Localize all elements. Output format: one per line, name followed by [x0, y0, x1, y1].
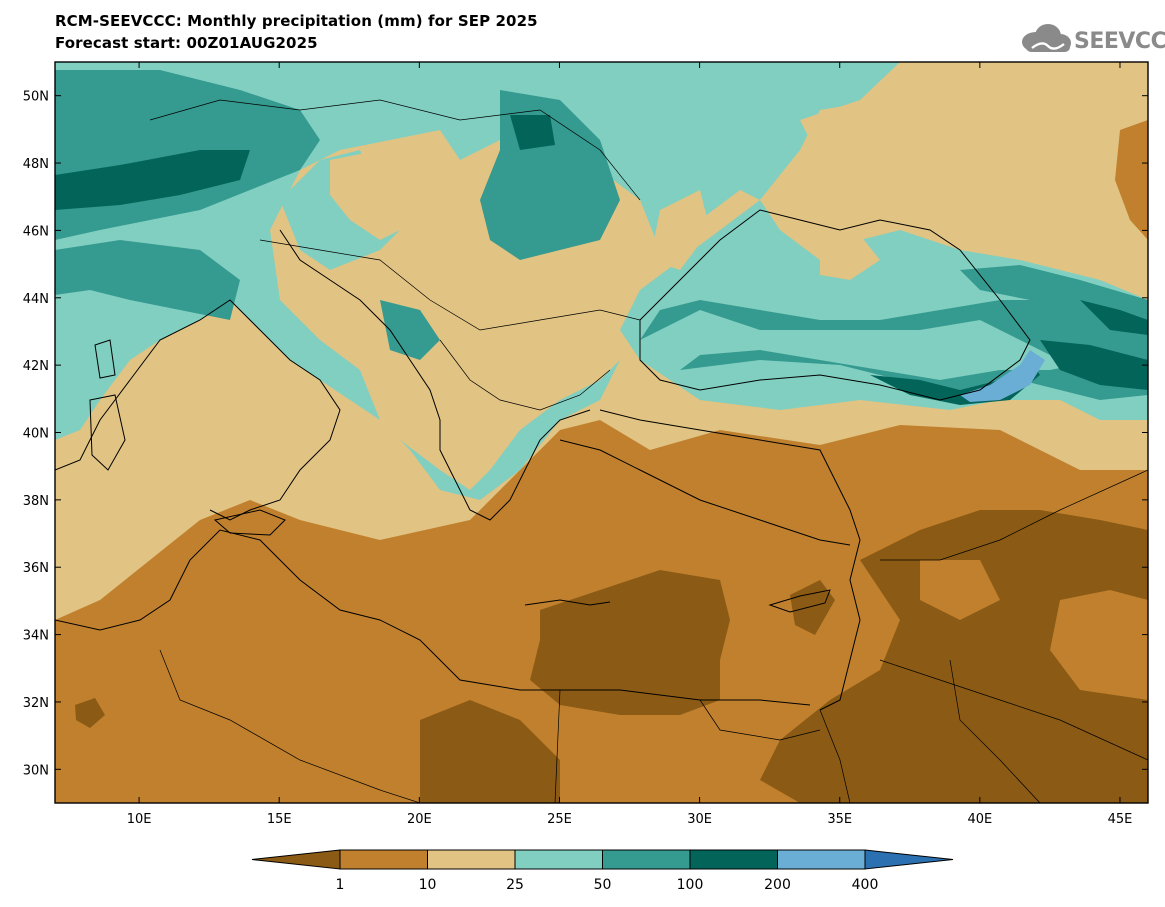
- map-title: RCM-SEEVCCC: Monthly precipitation (mm) …: [55, 12, 538, 30]
- colorbar-swatch: [777, 849, 866, 870]
- lat-tick-label: 32N: [23, 696, 49, 711]
- lon-tick-label: 45E: [1108, 812, 1133, 827]
- colorbar-under-arrow: [251, 849, 341, 870]
- lon-tick-label: 40E: [967, 812, 992, 827]
- colorbar-swatch: [427, 849, 516, 870]
- logo-text: SEEVCCC: [1074, 29, 1165, 54]
- lon-tick-label: 35E: [827, 812, 852, 827]
- colorbar-swatch: [339, 849, 428, 870]
- lat-tick-label: 34N: [23, 629, 49, 644]
- longitude-axis: 10E 15E 20E 25E 30E 35E 40E 45E: [127, 62, 1133, 827]
- colorbar-label: 50: [594, 877, 612, 893]
- forecast-start-label: Forecast start: 00Z01AUG2025: [55, 34, 318, 52]
- colorbar-label: 25: [506, 877, 524, 893]
- colorbar-label: 10: [419, 877, 437, 893]
- colorbar-over-arrow: [864, 849, 954, 870]
- colorbar-label: 100: [677, 877, 704, 893]
- lat-tick-label: 50N: [23, 90, 49, 105]
- lon-tick-label: 20E: [407, 812, 432, 827]
- lon-tick-label: 10E: [127, 812, 152, 827]
- colorbar-label: 1: [336, 877, 345, 893]
- colorbar-label: 400: [852, 877, 879, 893]
- lat-tick-label: 46N: [23, 224, 49, 239]
- latitude-axis: 50N 48N 46N 44N 42N 40N 38N 36N 34N 32N 30N: [23, 90, 1148, 778]
- lat-tick-label: 48N: [23, 157, 49, 172]
- lat-tick-label: 44N: [23, 292, 49, 307]
- lon-tick-label: 25E: [547, 812, 572, 827]
- precipitation-field: [55, 62, 1148, 803]
- colorbar: 1 10 25 50 100 200 400: [251, 849, 954, 893]
- lat-tick-label: 36N: [23, 561, 49, 576]
- colorbar-label: 200: [764, 877, 791, 893]
- country-borders: [149, 99, 1148, 803]
- colorbar-swatch: [602, 849, 691, 870]
- lat-tick-label: 38N: [23, 494, 49, 509]
- lat-tick-label: 40N: [23, 427, 49, 442]
- colorbar-swatch: [514, 849, 603, 870]
- coastlines: [55, 209, 1031, 711]
- lon-tick-label: 30E: [687, 812, 712, 827]
- cloud-icon: [1022, 24, 1071, 52]
- lat-tick-label: 42N: [23, 359, 49, 374]
- colorbar-swatch: [689, 849, 778, 870]
- seevccc-logo: SEEVCCC: [1018, 22, 1165, 56]
- lat-tick-label: 30N: [23, 763, 49, 778]
- lon-tick-label: 15E: [267, 812, 292, 827]
